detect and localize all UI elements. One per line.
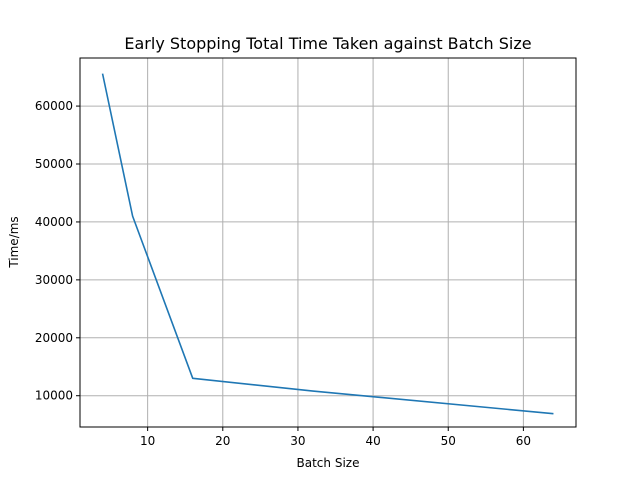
grid <box>80 58 576 427</box>
y-tick-label: 20000 <box>35 331 73 345</box>
series-line <box>101 73 554 415</box>
y-tick-label: 60000 <box>35 99 73 113</box>
y-axis-label: Time/ms <box>7 216 21 268</box>
x-axis-ticks: 10 20 30 40 50 60 <box>140 427 531 448</box>
series-group <box>101 73 554 415</box>
x-tick-label: 10 <box>140 434 155 448</box>
plot-frame <box>79 57 577 428</box>
x-axis-label: Batch Size <box>297 456 360 470</box>
y-tick-label: 30000 <box>35 273 73 287</box>
chart-title: Early Stopping Total Time Taken against … <box>124 34 531 53</box>
x-tick-label: 50 <box>441 434 456 448</box>
y-tick-label: 50000 <box>35 157 73 171</box>
y-tick-label: 40000 <box>35 215 73 229</box>
x-tick-label: 20 <box>215 434 230 448</box>
x-tick-label: 60 <box>516 434 531 448</box>
y-axis-ticks: 10000 20000 30000 40000 50000 60000 <box>35 99 80 403</box>
x-tick-label: 40 <box>365 434 380 448</box>
x-tick-label: 30 <box>290 434 305 448</box>
y-tick-label: 10000 <box>35 389 73 403</box>
